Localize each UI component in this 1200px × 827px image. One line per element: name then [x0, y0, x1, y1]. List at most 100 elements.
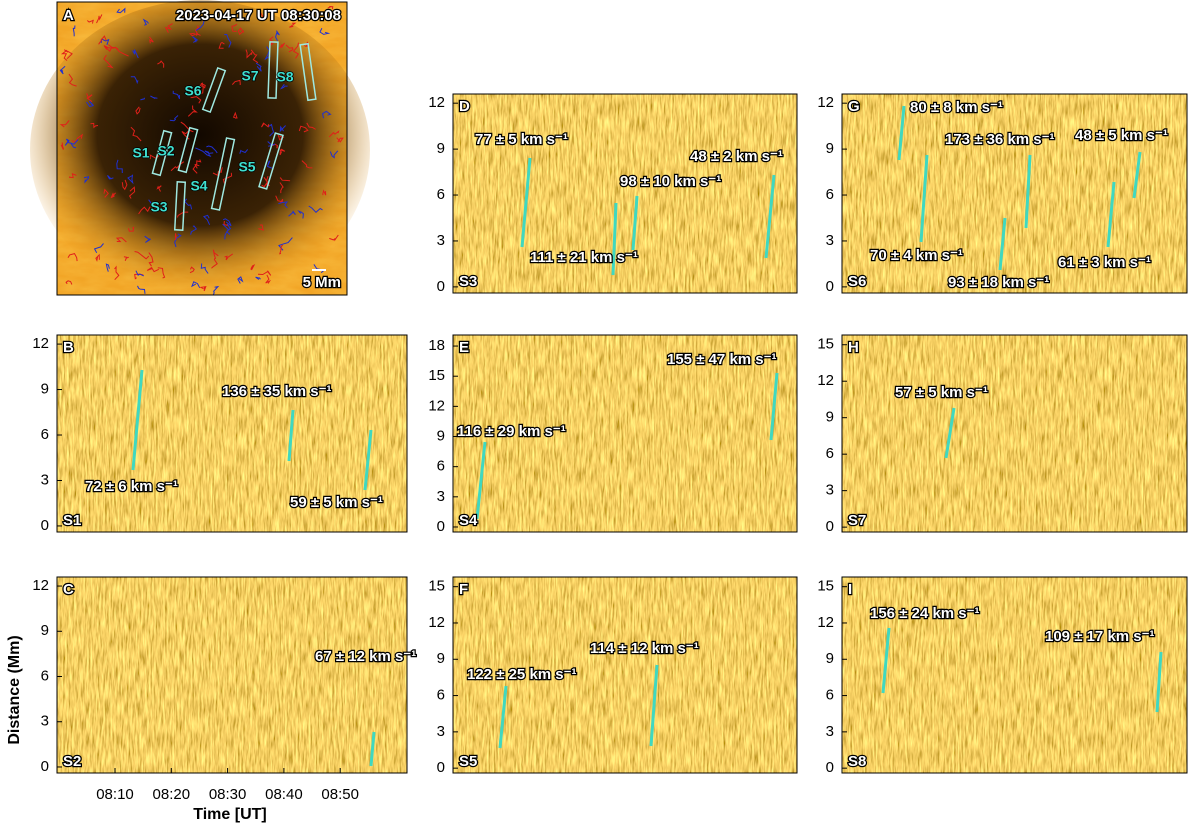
contour — [288, 210, 296, 217]
y-tick-label: 3 — [437, 723, 445, 740]
contour — [319, 27, 331, 35]
contour — [198, 82, 204, 96]
fit-line — [363, 429, 373, 491]
contour — [156, 185, 162, 192]
y-tick-label: 0 — [41, 758, 49, 775]
contour — [176, 211, 189, 218]
y-tick-label: 12 — [817, 94, 834, 111]
contour — [64, 138, 70, 146]
y-tick-label: 9 — [826, 409, 834, 426]
fit-line — [520, 157, 532, 248]
slit-label: S4 — [190, 178, 207, 194]
contour — [211, 258, 218, 269]
panel-letter: D — [459, 98, 470, 115]
contour — [195, 147, 212, 157]
contour — [261, 122, 270, 128]
velocity-label: 156 ± 24 km s⁻¹ — [870, 605, 980, 622]
contour — [174, 233, 182, 248]
contour — [140, 97, 145, 101]
contour — [63, 49, 73, 60]
contour — [60, 142, 65, 150]
contour — [149, 36, 154, 44]
y-tick-label: 6 — [41, 426, 49, 443]
contour — [278, 237, 293, 251]
contour — [322, 189, 327, 196]
contour — [172, 90, 180, 100]
contour — [150, 95, 158, 100]
contour — [169, 115, 179, 122]
contour — [297, 210, 304, 219]
contour — [90, 122, 99, 129]
y-tick-label: 0 — [41, 517, 49, 534]
contour — [135, 106, 141, 115]
y-axis-label: Distance (Mm) — [6, 635, 23, 744]
contour — [72, 25, 76, 37]
contour — [144, 235, 152, 243]
contour — [103, 44, 115, 50]
velocity-label: 136 ± 35 km s⁻¹ — [222, 383, 332, 400]
contour — [115, 237, 127, 243]
time-distance-panel: 0 3 6 9 12 80 ± 8 km s⁻¹ 173 ± 36 km s⁻¹ 48 ± 5… — [817, 93, 1188, 295]
td-image — [57, 335, 407, 532]
contour — [128, 226, 135, 232]
contour — [204, 150, 214, 157]
velocity-label: 61 ± 3 km s⁻¹ — [1058, 254, 1151, 271]
fit-line — [769, 372, 779, 441]
y-tick-label: 15 — [428, 367, 445, 384]
fit-line — [611, 202, 618, 276]
fit-line — [1155, 651, 1163, 713]
contour — [67, 253, 78, 262]
y-tick-label: 6 — [826, 445, 834, 462]
contour — [255, 62, 262, 72]
contour — [212, 249, 219, 259]
y-tick-label: 12 — [32, 577, 49, 594]
contour — [71, 133, 84, 144]
velocity-label: 116 ± 29 km s⁻¹ — [457, 423, 566, 440]
panel-letter: G — [848, 98, 860, 115]
contour — [250, 49, 259, 64]
contour — [128, 186, 136, 199]
contour — [95, 253, 100, 262]
y-tick-label: 0 — [437, 759, 445, 776]
y-tick-label: 6 — [437, 186, 445, 203]
contour — [294, 13, 301, 18]
slit-name: S4 — [459, 512, 478, 529]
fit-line — [475, 441, 487, 520]
panel-frame — [841, 576, 1188, 774]
y-tick-label: 6 — [41, 667, 49, 684]
panel-letter: A — [63, 7, 74, 24]
velocity-label: 77 ± 5 km s⁻¹ — [475, 131, 568, 148]
contour — [134, 251, 150, 260]
velocity-label: 173 ± 36 km s⁻¹ — [945, 131, 1055, 148]
contour — [157, 60, 165, 68]
slit-name: S8 — [848, 753, 866, 770]
y-tick-label: 3 — [437, 232, 445, 249]
contour — [245, 49, 253, 59]
y-tick-label: 9 — [41, 381, 49, 398]
contour — [114, 46, 129, 57]
contour — [146, 266, 160, 273]
slit-box — [201, 66, 227, 114]
scale-label: 5 Mm — [303, 274, 341, 291]
contour — [237, 27, 245, 36]
velocity-label: 70 ± 4 km s⁻¹ — [870, 247, 963, 264]
panel-letter: C — [63, 581, 74, 598]
contour — [190, 96, 202, 104]
fit-line — [944, 407, 956, 459]
slit-box — [177, 126, 199, 174]
contour — [224, 253, 234, 261]
contour — [180, 121, 194, 133]
contour — [170, 161, 185, 172]
contour — [257, 10, 268, 18]
contour — [267, 123, 275, 137]
slit-name: S6 — [848, 273, 866, 290]
contour — [328, 130, 340, 138]
contour — [137, 285, 146, 294]
contour — [164, 23, 173, 33]
panel-frame — [56, 576, 408, 774]
y-tick-label: 12 — [428, 614, 445, 631]
time-distance-panel: 0 3 6 9 12 15 18 155 ± 47 km s⁻¹ 116 ± 29 km s⁻¹… — [428, 334, 798, 535]
contour — [86, 19, 94, 24]
y-tick-label: 15 — [428, 578, 445, 595]
time-distance-panel: 0 3 6 9 12 15 57 ± 5 km s⁻¹ H S7 — [817, 334, 1188, 535]
